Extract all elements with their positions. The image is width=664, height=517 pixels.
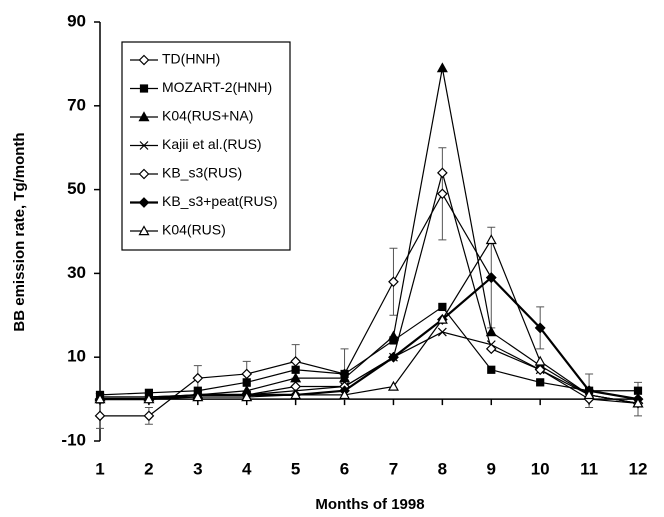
x-tick-label: 1 (95, 459, 104, 478)
marker (143, 393, 155, 404)
marker (291, 365, 300, 374)
line (100, 331, 639, 404)
marker (633, 386, 643, 395)
x-tick-label: 5 (291, 459, 300, 478)
x-tick-label: 12 (629, 459, 648, 478)
marker (485, 326, 497, 337)
marker (632, 397, 644, 408)
legend-label: K04(RUS) (162, 222, 226, 238)
marker (436, 62, 448, 73)
marker (241, 368, 253, 380)
y-tick-label: 90 (67, 11, 86, 30)
marker (534, 364, 546, 376)
marker (94, 410, 106, 422)
marker (192, 372, 204, 384)
line (100, 238, 639, 404)
marker (139, 84, 149, 93)
marker (138, 225, 150, 236)
marker (388, 351, 399, 363)
marker (192, 391, 204, 402)
x-tick-label: 7 (389, 459, 398, 478)
marker (387, 330, 399, 341)
x-tick-label: 4 (242, 459, 252, 478)
marker (534, 355, 546, 366)
marker (242, 378, 251, 387)
line (100, 276, 639, 401)
marker (138, 111, 150, 122)
marker (487, 365, 496, 374)
marker (437, 188, 448, 200)
marker (485, 234, 497, 245)
marker (534, 322, 546, 334)
marker (138, 168, 150, 180)
y-tick-label: 30 (67, 263, 86, 282)
y-tick-label: 50 (67, 179, 86, 198)
y-tick-label: 10 (67, 347, 86, 366)
y-axis-label: BB emission rate, Tg/month (11, 132, 28, 331)
marker (241, 391, 253, 402)
x-axis-label: Months of 1998 (315, 496, 424, 513)
marker (437, 167, 448, 179)
legend-label: Kajii et al.(RUS) (162, 136, 262, 152)
x-tick-label: 9 (487, 459, 496, 478)
x-tick-label: 3 (193, 459, 202, 478)
marker (94, 393, 106, 404)
marker (583, 389, 595, 400)
marker (143, 410, 155, 422)
x-tick-label: 11 (580, 459, 598, 478)
legend-label: KB_s3(RUS) (162, 165, 242, 181)
marker (290, 389, 302, 400)
marker (485, 343, 497, 355)
marker (138, 197, 150, 208)
marker (138, 54, 150, 66)
x-tick-label: 10 (531, 459, 550, 478)
marker (388, 276, 399, 288)
marker (339, 389, 351, 400)
legend-label: K04(RUS+NA) (162, 108, 253, 124)
marker (485, 272, 497, 283)
x-tick-label: 6 (340, 459, 349, 478)
y-tick-label: -10 (61, 430, 86, 449)
x-tick-label: 2 (144, 459, 153, 478)
marker (139, 141, 149, 150)
marker (437, 327, 447, 337)
legend-label: KB_s3+peat(RUS) (162, 193, 278, 209)
marker (290, 356, 301, 367)
marker (438, 302, 447, 312)
legend-label: TD(HNH) (162, 51, 220, 67)
marker (536, 378, 545, 387)
x-tick-label: 8 (438, 459, 447, 478)
legend-label: MOZART-2(HNH) (162, 79, 272, 95)
marker (387, 380, 399, 391)
marker (436, 313, 448, 324)
y-tick-label: 70 (67, 95, 86, 114)
